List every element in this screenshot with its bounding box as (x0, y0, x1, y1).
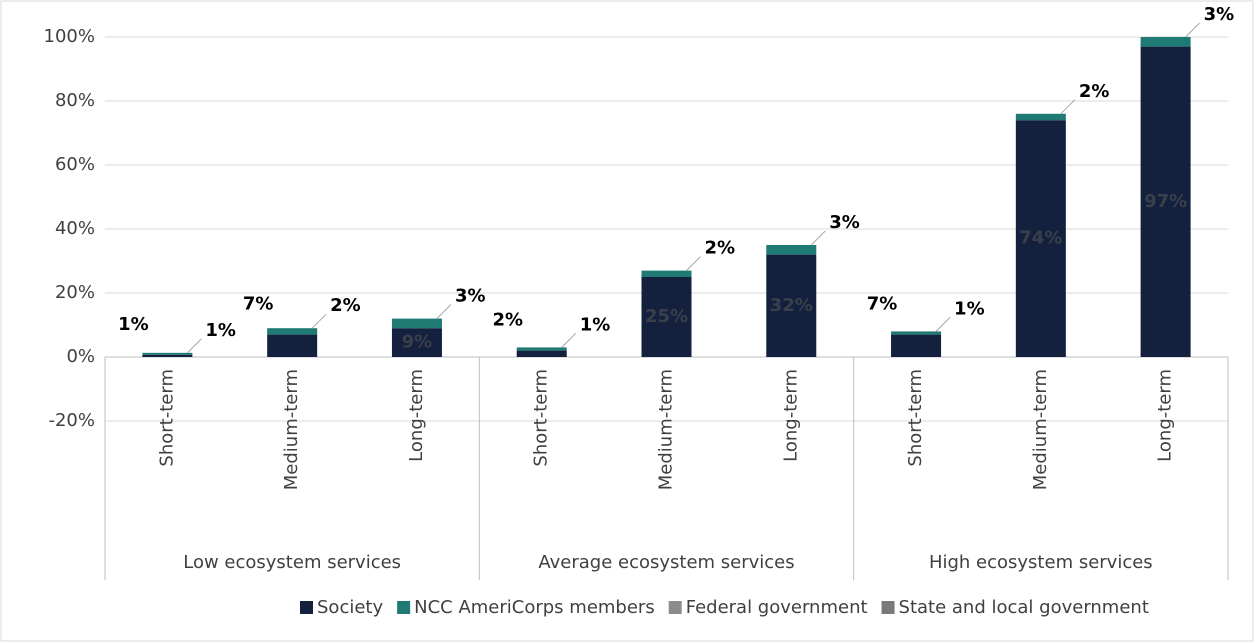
bar-segment (516, 347, 567, 351)
data-label: 32% (770, 295, 813, 316)
group-label: Average ecosystem services (538, 552, 794, 573)
leader-line (187, 338, 202, 354)
leader-line (1185, 22, 1200, 38)
legend-swatch (668, 601, 682, 614)
bar-segment (891, 334, 942, 357)
legend-swatch (300, 601, 313, 614)
legend-label: NCC AmeriCorps members (414, 597, 655, 618)
bar-segment (267, 334, 318, 357)
data-label: 2% (492, 310, 523, 331)
bar-segment (1140, 37, 1191, 47)
y-tick-label: 20% (55, 282, 95, 303)
bar-segment (641, 270, 692, 277)
data-label: 1% (118, 314, 149, 335)
leader-line (561, 333, 577, 348)
data-label: 2% (1079, 81, 1110, 102)
bar-segment (391, 318, 442, 329)
x-tick-label: Long-term (1155, 369, 1176, 462)
data-label: 2% (330, 295, 361, 316)
bar-segment (766, 245, 817, 255)
group-label: Low ecosystem services (183, 552, 401, 573)
bar-segment (267, 328, 318, 335)
y-tick-label: 0% (66, 346, 95, 367)
bar-segment (766, 254, 817, 357)
bar-segment (1015, 120, 1066, 357)
x-tick-label: Long-term (406, 369, 427, 462)
legend-swatch (397, 601, 411, 614)
x-tick-label: Medium-term (1030, 369, 1051, 490)
data-label: 9% (402, 332, 433, 353)
data-label: 3% (455, 286, 486, 307)
data-label: 2% (705, 238, 736, 259)
legend-swatch (881, 601, 895, 614)
legend-label: Federal government (686, 597, 868, 618)
x-tick-label: Long-term (780, 369, 801, 462)
data-label: 74% (1019, 228, 1062, 249)
bar-segment (891, 331, 942, 335)
x-tick-label: Medium-term (281, 369, 302, 490)
y-tick-label: 60% (55, 154, 95, 175)
y-tick-label: 40% (55, 218, 95, 239)
data-label: 1% (954, 298, 985, 319)
y-tick-label: 80% (55, 90, 95, 111)
legend-label: Society (317, 597, 383, 618)
bar-segment (1015, 113, 1066, 121)
bar-segment (142, 352, 193, 355)
x-tick-label: Short-term (156, 369, 177, 467)
data-label: 3% (829, 212, 860, 233)
x-tick-label: Short-term (905, 369, 926, 467)
data-label: 1% (580, 314, 611, 335)
y-tick-label: -20% (48, 410, 95, 431)
group-label: High ecosystem services (929, 552, 1153, 573)
leader-line (686, 256, 701, 271)
x-tick-label: Medium-term (656, 369, 677, 490)
data-label: 7% (243, 294, 274, 315)
y-tick-label: 100% (44, 26, 95, 47)
bar-segment (516, 350, 567, 357)
data-label: 7% (867, 294, 898, 315)
data-label: 25% (645, 306, 688, 327)
bar-segment (391, 328, 442, 357)
x-tick-label: Short-term (531, 369, 552, 467)
leader-line (311, 313, 327, 329)
bar-segment (641, 277, 692, 357)
leader-line (436, 304, 452, 319)
data-label: 1% (205, 320, 236, 341)
legend-label: State and local government (899, 597, 1149, 618)
leader-line (1060, 99, 1076, 115)
data-label: 97% (1144, 191, 1187, 212)
leader-line (935, 317, 951, 332)
bar-segment (1140, 46, 1191, 357)
leader-line (810, 230, 826, 246)
data-label: 3% (1204, 4, 1235, 25)
bar-segment (142, 354, 193, 357)
